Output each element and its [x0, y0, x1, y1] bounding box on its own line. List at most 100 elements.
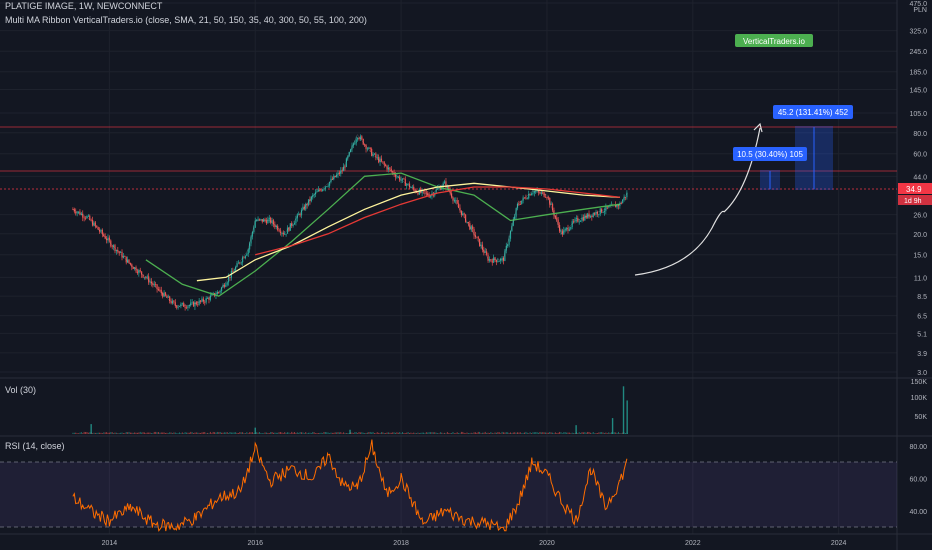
- volume-bar: [94, 432, 96, 434]
- candle-body: [355, 139, 357, 144]
- candle-body: [494, 257, 496, 260]
- candle-body: [542, 192, 544, 194]
- volume-bar: [228, 433, 230, 434]
- candle-body: [277, 225, 279, 231]
- volume-bar: [476, 432, 478, 434]
- candle-body: [216, 292, 218, 295]
- volume-bar: [138, 432, 140, 434]
- candle-body: [392, 171, 394, 173]
- volume-bar: [372, 431, 374, 434]
- candle-body: [563, 230, 565, 235]
- volume-bar: [267, 432, 269, 434]
- volume-bar: [591, 433, 593, 434]
- volume-bar: [306, 433, 308, 434]
- price-tick-label: 80.0: [913, 131, 927, 138]
- volume-bar: [205, 433, 207, 434]
- rsi-pane-label[interactable]: RSI (14, close): [5, 441, 65, 451]
- candle-body: [462, 213, 464, 216]
- volume-bar: [107, 432, 109, 434]
- candle-body: [83, 217, 85, 219]
- volume-bar: [278, 432, 280, 434]
- candle-body: [164, 292, 167, 296]
- candle-body: [519, 204, 521, 205]
- volume-bar: [473, 432, 475, 434]
- volume-bar: [610, 432, 612, 434]
- volume-bar: [368, 432, 370, 434]
- volume-bar: [207, 432, 209, 434]
- candle-body: [375, 153, 377, 158]
- candle-body: [286, 227, 289, 234]
- volume-bar: [338, 432, 340, 434]
- price-axis[interactable]: 475.0 325.0 245.0 185.0 145.0 105.0 80.0 60.0 44…: [909, 1, 927, 377]
- candle-body: [364, 144, 366, 146]
- indicator-title[interactable]: Multi MA Ribbon VerticalTraders.io (clos…: [5, 15, 367, 25]
- candle-body: [138, 270, 140, 274]
- volume-bar: [550, 432, 552, 434]
- candle-body: [267, 219, 269, 224]
- candle-body: [557, 219, 559, 225]
- candle-body: [80, 213, 82, 215]
- candle-body: [176, 305, 178, 308]
- candle-body: [202, 298, 204, 302]
- candle-body: [275, 225, 277, 228]
- candle-body: [570, 227, 572, 230]
- volume-bar: [508, 432, 510, 434]
- volume-bar: [421, 432, 423, 434]
- time-axis[interactable]: 2014 2016 2018 2020 2022 2024: [102, 540, 847, 547]
- volume-bar: [150, 433, 152, 434]
- volume-bar: [322, 433, 324, 434]
- candle-body: [446, 185, 448, 188]
- volume-bar: [431, 432, 433, 434]
- candle-body: [385, 164, 387, 166]
- volume-bar: [315, 433, 317, 434]
- candle-body: [103, 234, 105, 236]
- candle-body: [577, 217, 579, 222]
- volume-bar: [577, 433, 579, 434]
- candle-body: [467, 221, 470, 224]
- candle-body: [86, 216, 88, 219]
- volume-bar: [487, 432, 489, 434]
- candle-body: [617, 204, 620, 207]
- candle-body: [450, 193, 453, 198]
- volume-bar: [515, 432, 517, 434]
- volume-bar: [221, 432, 223, 434]
- volume-bar: [418, 433, 420, 434]
- volume-bar: [141, 432, 143, 434]
- candle-body: [293, 222, 296, 225]
- candle-body: [407, 183, 409, 185]
- volume-bar: [452, 431, 454, 434]
- volume-bar: [169, 432, 171, 434]
- volume-bar: [117, 433, 119, 434]
- price-candles[interactable]: [72, 134, 628, 311]
- volume-pane-label[interactable]: Vol (30): [5, 385, 37, 395]
- volume-bar: [167, 433, 169, 434]
- volume-bar: [617, 431, 619, 434]
- volume-bar: [163, 432, 165, 434]
- volume-bar: [232, 432, 234, 434]
- candle-body: [295, 218, 297, 223]
- volume-bar: [406, 432, 408, 434]
- volume-bar: [573, 433, 575, 434]
- volume-bar: [427, 432, 429, 434]
- volume-bar: [277, 432, 279, 434]
- volume-bar: [479, 431, 481, 434]
- volume-bar: [268, 433, 270, 434]
- candle-body: [246, 253, 248, 256]
- ma-ribbon[interactable]: [72, 134, 628, 306]
- volume-bar: [355, 432, 357, 434]
- svg-text:VerticalTraders.io: VerticalTraders.io: [743, 37, 806, 46]
- volume-bar: [559, 431, 561, 434]
- annotation-drawings[interactable]: [634, 122, 833, 276]
- candle-body: [344, 166, 346, 168]
- volume-bar: [292, 432, 294, 434]
- candle-body: [551, 203, 554, 211]
- volume-bar: [251, 432, 253, 434]
- volume-bar: [615, 432, 617, 434]
- candle-body: [321, 189, 324, 192]
- volume-bar: [223, 432, 225, 434]
- volume-bar: [481, 432, 483, 434]
- candle-body: [79, 211, 81, 215]
- candle-body: [487, 254, 489, 261]
- candle-body: [439, 187, 441, 190]
